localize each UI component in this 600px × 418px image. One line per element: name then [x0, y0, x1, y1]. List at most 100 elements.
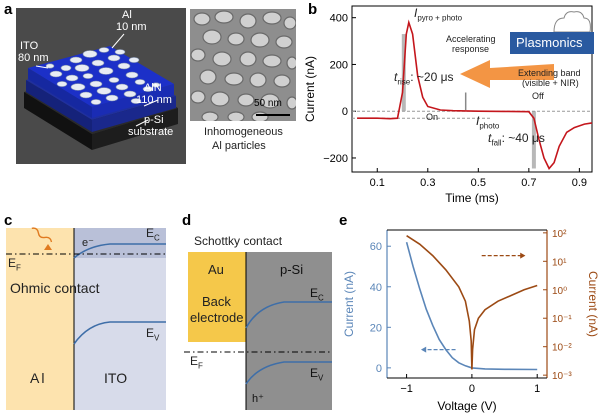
chart-e-xtick-label: 0: [469, 383, 475, 395]
chart-e-linear-series: [405, 241, 538, 371]
plasmonics-box: [510, 32, 594, 54]
d-ef-label: EF: [190, 354, 203, 370]
transient-current-chart: 0.1 0.3 0.5 0.7 0.9 −200 0 200 400 Time (ms) Curre…: [303, 5, 593, 205]
schottky-title: Schottky contact: [194, 234, 283, 248]
ohmic-band-diagram: [6, 227, 166, 410]
peak-label-sub: pyro + photo: [417, 13, 463, 23]
psi-layer-label: p-Si: [144, 114, 164, 126]
panel-d-letter: d: [182, 212, 192, 229]
ito-layer-label: ITO: [20, 40, 39, 52]
c-right-material: ITO: [104, 370, 128, 386]
chart-e-ytick-right-label: 10⁻²: [552, 343, 572, 354]
c-ef-sub: F: [16, 263, 21, 273]
d-ef-main: E: [190, 354, 199, 368]
chart-e-xlabel: Voltage (V): [437, 399, 496, 413]
trise-main: t: [394, 70, 398, 84]
sem-caption-line1: Inhomogeneous: [204, 126, 283, 138]
d-back-line1: Back: [202, 294, 231, 309]
chart-e-left-arrowhead: [420, 346, 427, 353]
chart-b-xtick-label: 0.1: [370, 177, 385, 189]
chart-e-ylabel-right: Current (nA): [586, 271, 600, 337]
c-ec-label: EC: [146, 226, 160, 242]
d-ev-main: E: [310, 366, 319, 380]
c-ec-sub: C: [154, 233, 160, 243]
chart-e-ytick-right-label: 10²: [552, 229, 567, 240]
chart-e-ytick-right-label: 10⁰: [552, 286, 567, 297]
chart-b-xtick-label: 0.9: [572, 177, 587, 189]
chart-b-ytick-label: 400: [330, 13, 348, 25]
peak-current-label: Ipyro + photo: [414, 6, 462, 22]
chart-e-ytick-right-label: 10¹: [552, 257, 567, 268]
d-ef-sub: F: [198, 361, 203, 371]
chart-b-xtick-label: 0.5: [471, 177, 486, 189]
c-left-material: Al: [30, 370, 47, 386]
chart-b-xtick-label: 0.7: [521, 177, 536, 189]
trise-label: trise: ~20 μs: [394, 70, 454, 86]
accelerating-line1: Accelerating: [446, 34, 496, 44]
d-ev-sub: V: [318, 373, 324, 383]
chart-b-ytick-label: −200: [323, 153, 348, 165]
off-label: Off: [532, 91, 544, 101]
c-ef-label: EF: [8, 256, 21, 272]
tfall-value: : ~40 μs: [501, 131, 545, 145]
chart-b-frame: [351, 5, 593, 173]
d-ec-sub: C: [318, 293, 324, 303]
d-ec-main: E: [310, 286, 319, 300]
chart-e-ytick-label: 60: [370, 241, 382, 253]
trise-sub: rise: [397, 77, 411, 87]
panel-d: d Schottky contact Au Back electrode p-S…: [180, 210, 335, 418]
chart-b-ylabel: Current (nA): [303, 56, 317, 122]
iphoto-sub: photo: [479, 121, 500, 131]
ito-thickness-label: 80 nm: [18, 52, 49, 64]
substrate-label: substrate: [128, 126, 174, 138]
chart-b-ytick-label: 200: [330, 59, 348, 71]
ohmic-contact-label: Ohmic contact: [10, 280, 100, 296]
d-back-line2: electrode: [190, 310, 244, 325]
panel-a: a: [0, 0, 300, 164]
on-label: On: [426, 112, 439, 122]
peak-label-main: I: [414, 6, 418, 20]
iphoto-label: Iphoto: [476, 114, 499, 130]
tfall-sub: fall: [491, 138, 502, 148]
chart-b-xlabel: Time (ms): [445, 191, 499, 205]
panel-e: e −1 0 1 0 20 40 60 10⁻³ 10⁻² 10⁻¹ 10⁰ 10¹ 10² Voltag…: [335, 210, 600, 418]
chart-e-ytick-label: 40: [370, 282, 382, 294]
chart-e-right-arrowhead: [520, 252, 526, 259]
panel-c-letter: c: [4, 212, 13, 229]
chart-e-log-series: [406, 235, 538, 370]
device-stack-illustration: Al 10 nm ITO 80 nm AlN 110 nm p-Si subst…: [16, 8, 186, 164]
iv-curve-chart: −1 0 1020406010⁻³10⁻²10⁻¹10⁰10¹10²Voltage …: [342, 229, 600, 413]
orange-arrow-icon: [450, 50, 560, 90]
panel-a-letter: a: [4, 1, 13, 18]
plasmonics-label: Plasmonics: [516, 35, 583, 50]
panel-b-letter: b: [308, 1, 318, 18]
plasmonics-sun-icon: [552, 10, 592, 32]
tfall-label: tfall: ~40 μs: [488, 131, 545, 147]
chart-b-series-line: [357, 19, 593, 170]
iphoto-main: I: [476, 114, 480, 128]
panel-e-letter: e: [339, 212, 348, 229]
c-ev-label: EV: [146, 326, 159, 342]
c-ev-sub: V: [154, 333, 160, 343]
chart-e-ylabel-left: Current (nA): [342, 271, 356, 337]
c-ef-main: E: [8, 256, 17, 270]
c-ec-main: E: [146, 226, 155, 240]
al-layer-label: Al: [122, 9, 132, 21]
d-hole-label: h⁺: [252, 393, 264, 405]
chart-b-fall-marker: [531, 111, 536, 169]
tfall-main: t: [488, 131, 492, 145]
chart-b-xtick-label: 0.3: [420, 177, 435, 189]
accelerating-line2: response: [452, 44, 490, 54]
chart-e-ytick-label: 0: [376, 363, 382, 375]
panel-b: b 0.1 0.3 0.5 0.7 0.9 −200 0 200 400 Time (ms) Cur…: [300, 0, 600, 210]
al-thickness-label: 10 nm: [116, 21, 147, 33]
scale-bar-label: 50 nm: [254, 98, 282, 109]
chart-e-xtick-label: 1: [534, 383, 540, 395]
chart-e-ytick-right-label: 10⁻¹: [552, 314, 572, 325]
c-ev-main: E: [146, 326, 155, 340]
d-ev-label: EV: [310, 366, 323, 382]
aln-thickness-label: 110 nm: [136, 94, 172, 106]
extending-line1: Extending band: [518, 68, 581, 78]
d-right-material: p-Si: [280, 262, 304, 277]
chart-e-ytick-label: 20: [370, 322, 382, 334]
